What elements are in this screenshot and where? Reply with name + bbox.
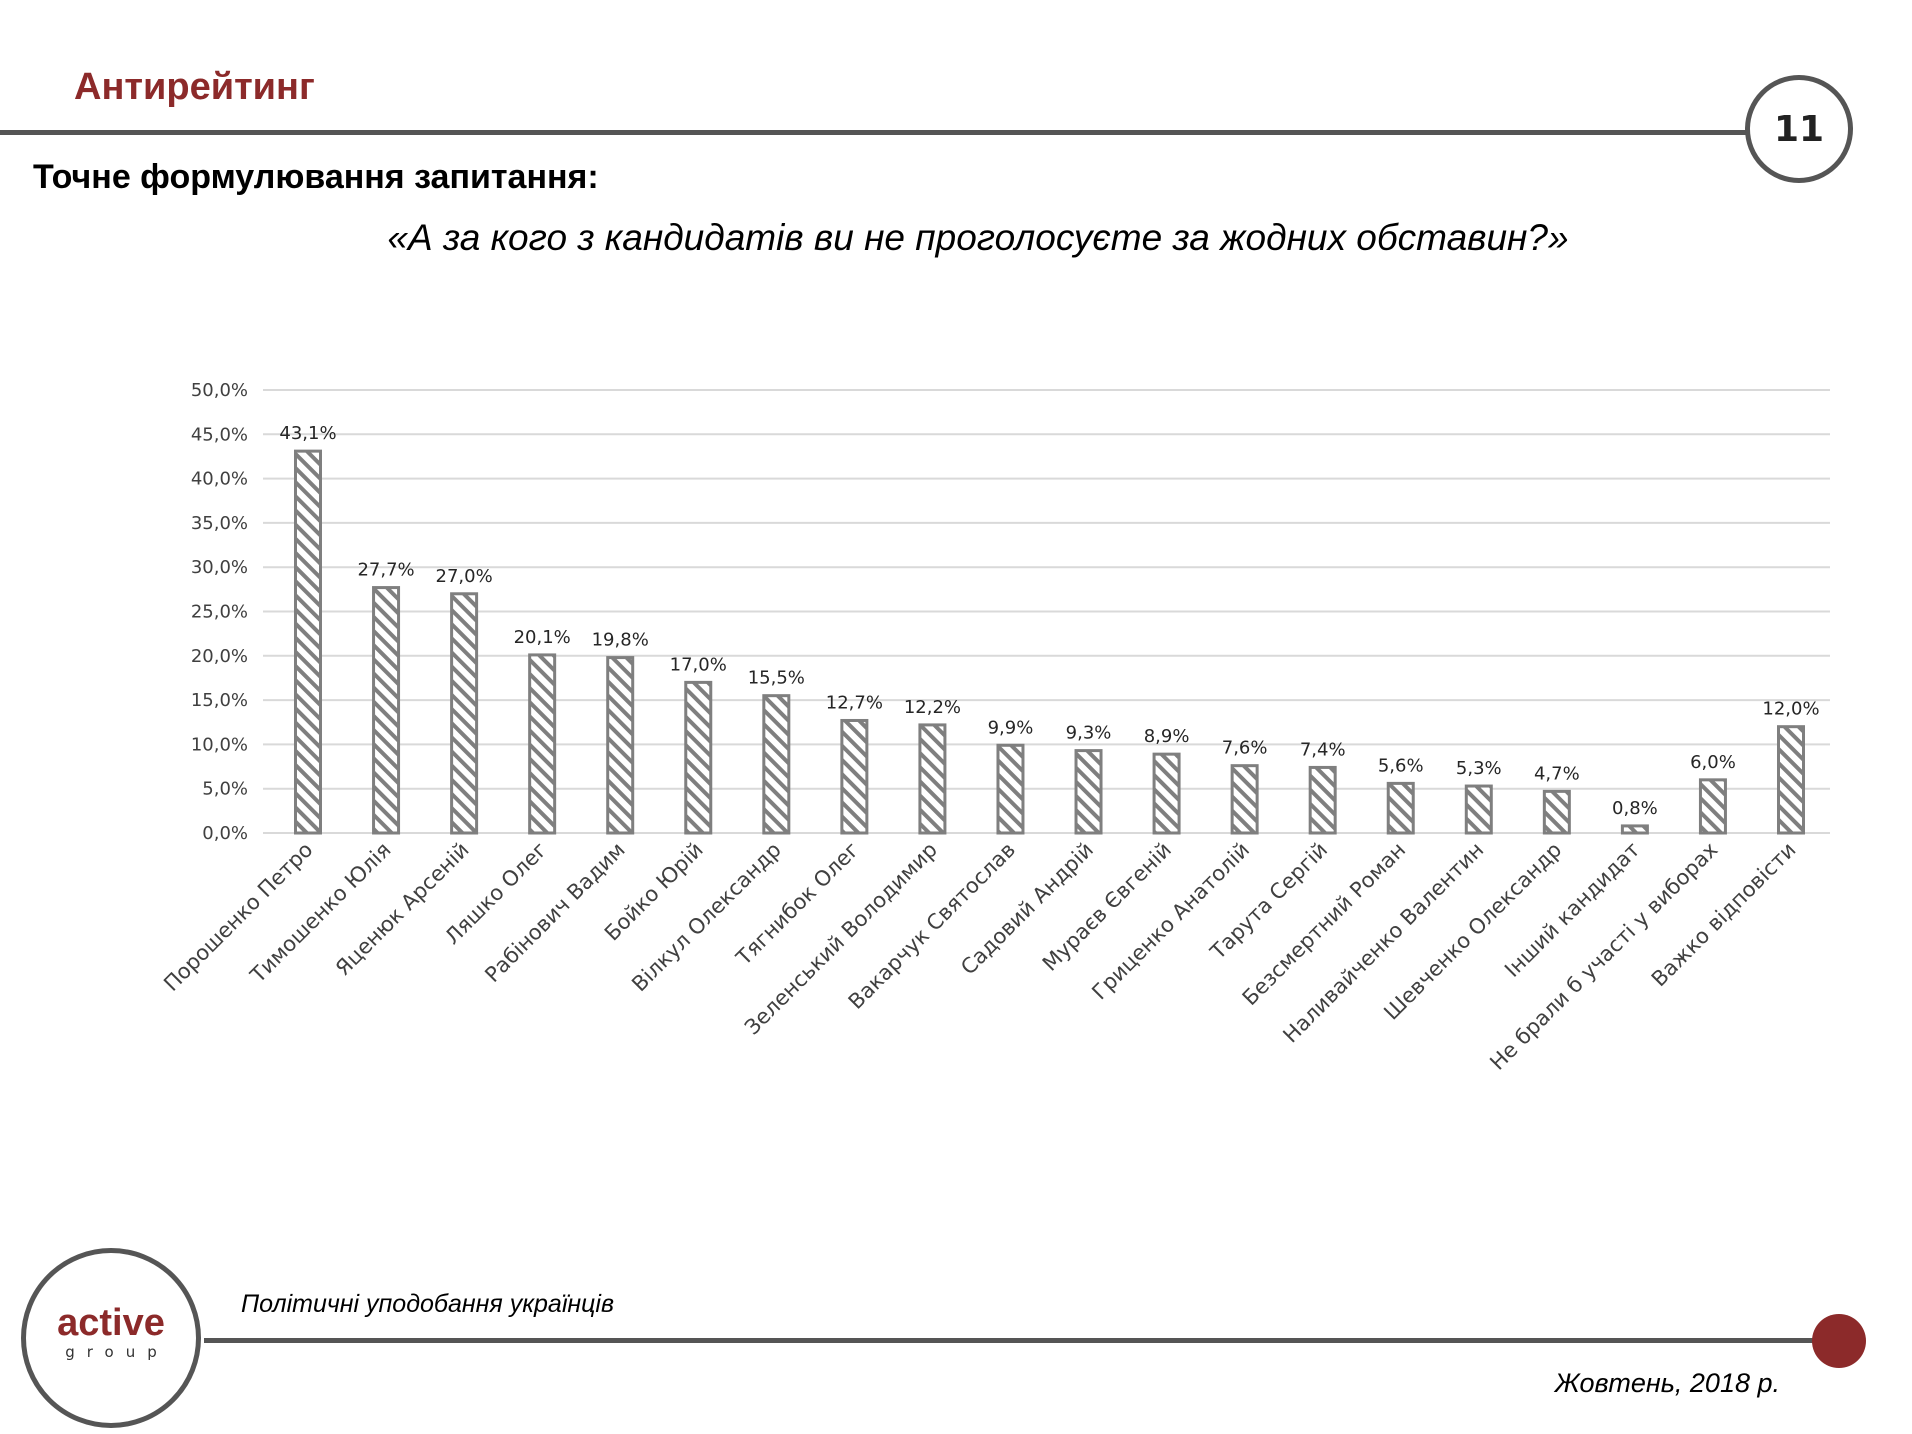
footer-divider: [204, 1338, 1824, 1343]
bar: [1542, 789, 1571, 835]
data-label: 15,5%: [748, 668, 805, 689]
bar: [762, 694, 791, 835]
data-label: 12,0%: [1762, 699, 1819, 720]
data-label: 6,0%: [1690, 752, 1736, 773]
y-tick-label: 25,0%: [191, 602, 248, 623]
footer-dot: [1812, 1314, 1866, 1368]
bar: [1620, 824, 1649, 835]
footer-date: Жовтень, 2018 р.: [1554, 1368, 1780, 1398]
data-label: 27,0%: [436, 566, 493, 587]
bar: [1074, 749, 1103, 835]
question-label: Точне формулювання запитання:: [33, 158, 599, 196]
data-label: 27,7%: [357, 560, 414, 581]
x-category-label: Інший кандидат: [1500, 838, 1644, 982]
x-category-label: Садовий Андрій: [956, 838, 1098, 980]
data-label: 12,2%: [904, 697, 961, 718]
bar: [294, 449, 322, 835]
slide-title: Антирейтинг: [74, 66, 315, 108]
y-tick-label: 50,0%: [191, 380, 248, 401]
y-tick-label: 45,0%: [191, 424, 248, 445]
data-label: 5,3%: [1456, 758, 1502, 779]
y-tick-label: 0,0%: [202, 823, 248, 844]
y-tick-label: 20,0%: [191, 646, 248, 667]
footer-subtitle: Політичні уподобання українців: [241, 1290, 615, 1318]
bar: [606, 656, 635, 835]
data-label: 17,0%: [670, 654, 727, 675]
y-tick-label: 5,0%: [202, 779, 248, 800]
bar: [840, 718, 869, 835]
x-category-label: Мураєв Євгеній: [1038, 838, 1176, 976]
x-category-label: Вілкул Олександр: [627, 838, 786, 997]
y-tick-label: 40,0%: [191, 469, 248, 490]
bar: [1230, 764, 1259, 835]
data-label: 5,6%: [1378, 755, 1424, 776]
x-category-label: Важко відповісти: [1647, 838, 1801, 992]
y-tick-label: 10,0%: [191, 734, 248, 755]
x-category-label: Порошенко Петро: [159, 838, 317, 996]
data-label: 43,1%: [279, 423, 336, 444]
bar: [1464, 784, 1493, 835]
x-category-label: Яценюк Арсеній: [331, 838, 474, 981]
header-divider: [0, 130, 1748, 135]
y-tick-label: 15,0%: [191, 690, 248, 711]
bar: [918, 723, 947, 835]
bar: [372, 586, 401, 835]
bar: [1308, 765, 1337, 835]
question-text: «А за кого з кандидатів ви не проголосує…: [387, 217, 1569, 258]
data-label: 8,9%: [1144, 726, 1190, 747]
y-tick-label: 30,0%: [191, 557, 248, 578]
data-label: 19,8%: [592, 630, 649, 651]
data-label: 7,6%: [1222, 738, 1268, 759]
bar: [996, 743, 1025, 835]
x-category-label: Тимошенко Юлія: [245, 838, 395, 988]
x-category-label: Рабінович Вадим: [480, 838, 629, 987]
data-label: 9,9%: [988, 717, 1034, 738]
logo-text: active: [57, 1302, 165, 1344]
y-tick-label: 35,0%: [191, 513, 248, 534]
data-label: 9,3%: [1066, 723, 1112, 744]
page-number-badge: 11: [1745, 75, 1853, 183]
bar: [1698, 778, 1727, 835]
data-label: 0,8%: [1612, 798, 1658, 819]
data-label: 20,1%: [514, 627, 571, 648]
data-label: 12,7%: [826, 692, 883, 713]
bar: [1152, 752, 1181, 835]
bar: [684, 680, 713, 835]
bar: [528, 653, 557, 835]
x-category-label: Гриценко Анатолій: [1087, 838, 1254, 1005]
bar: [450, 592, 479, 835]
data-label: 7,4%: [1300, 739, 1346, 760]
bar: [1777, 725, 1805, 835]
bar: [1386, 781, 1415, 835]
data-label: 4,7%: [1534, 763, 1580, 784]
active-group-logo: active group: [21, 1248, 201, 1428]
logo-subtext: group: [65, 1343, 169, 1361]
